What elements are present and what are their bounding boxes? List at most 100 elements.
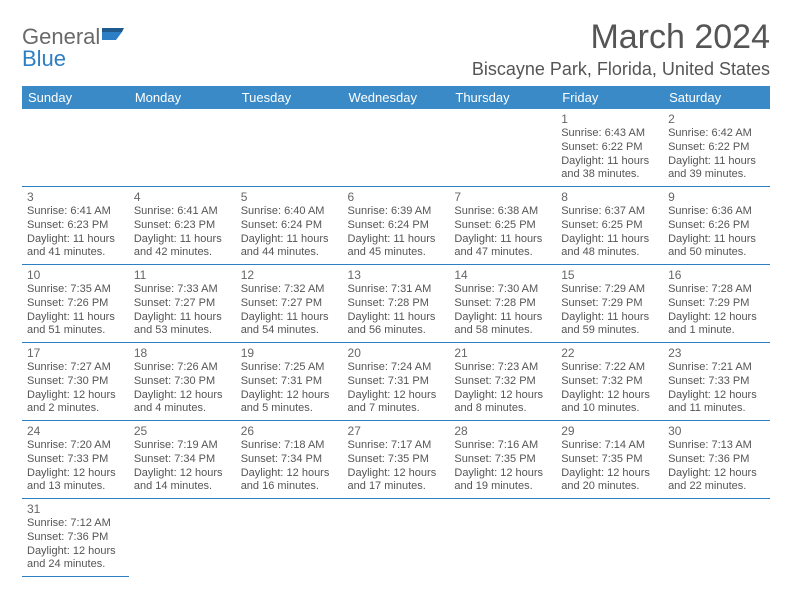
calendar-row: 24Sunrise: 7:20 AMSunset: 7:33 PMDayligh… — [22, 421, 770, 499]
empty-cell — [129, 109, 236, 187]
col-wednesday: Wednesday — [343, 86, 450, 109]
day-number: 26 — [241, 424, 338, 438]
day-cell: 29Sunrise: 7:14 AMSunset: 7:35 PMDayligh… — [556, 421, 663, 499]
day-details: Sunrise: 6:41 AMSunset: 6:23 PMDaylight:… — [27, 205, 124, 260]
day-number: 14 — [454, 268, 551, 282]
empty-cell — [556, 499, 663, 577]
empty-cell — [343, 499, 450, 577]
day-number: 25 — [134, 424, 231, 438]
day-details: Sunrise: 7:26 AMSunset: 7:30 PMDaylight:… — [134, 361, 231, 416]
day-cell: 20Sunrise: 7:24 AMSunset: 7:31 PMDayligh… — [343, 343, 450, 421]
day-number: 13 — [348, 268, 445, 282]
day-number: 9 — [668, 190, 765, 204]
day-cell: 5Sunrise: 6:40 AMSunset: 6:24 PMDaylight… — [236, 187, 343, 265]
day-details: Sunrise: 7:13 AMSunset: 7:36 PMDaylight:… — [668, 439, 765, 494]
day-number: 3 — [27, 190, 124, 204]
col-monday: Monday — [129, 86, 236, 109]
day-number: 16 — [668, 268, 765, 282]
day-details: Sunrise: 7:35 AMSunset: 7:26 PMDaylight:… — [27, 283, 124, 338]
day-number: 2 — [668, 112, 765, 126]
day-details: Sunrise: 7:12 AMSunset: 7:36 PMDaylight:… — [27, 517, 124, 572]
day-cell: 6Sunrise: 6:39 AMSunset: 6:24 PMDaylight… — [343, 187, 450, 265]
col-saturday: Saturday — [663, 86, 770, 109]
day-details: Sunrise: 7:33 AMSunset: 7:27 PMDaylight:… — [134, 283, 231, 338]
month-title: March 2024 — [472, 18, 770, 57]
calendar-header-row: Sunday Monday Tuesday Wednesday Thursday… — [22, 86, 770, 109]
day-number: 23 — [668, 346, 765, 360]
day-cell: 17Sunrise: 7:27 AMSunset: 7:30 PMDayligh… — [22, 343, 129, 421]
logo-blue: Blue — [22, 46, 66, 72]
day-details: Sunrise: 7:18 AMSunset: 7:34 PMDaylight:… — [241, 439, 338, 494]
col-tuesday: Tuesday — [236, 86, 343, 109]
calendar-row: 1Sunrise: 6:43 AMSunset: 6:22 PMDaylight… — [22, 109, 770, 187]
day-details: Sunrise: 6:40 AMSunset: 6:24 PMDaylight:… — [241, 205, 338, 260]
day-number: 4 — [134, 190, 231, 204]
calendar-body: 1Sunrise: 6:43 AMSunset: 6:22 PMDaylight… — [22, 109, 770, 577]
day-number: 10 — [27, 268, 124, 282]
day-number: 19 — [241, 346, 338, 360]
day-cell: 31Sunrise: 7:12 AMSunset: 7:36 PMDayligh… — [22, 499, 129, 577]
day-cell: 21Sunrise: 7:23 AMSunset: 7:32 PMDayligh… — [449, 343, 556, 421]
day-number: 28 — [454, 424, 551, 438]
day-cell: 23Sunrise: 7:21 AMSunset: 7:33 PMDayligh… — [663, 343, 770, 421]
calendar-table: Sunday Monday Tuesday Wednesday Thursday… — [22, 86, 770, 577]
calendar-row: 3Sunrise: 6:41 AMSunset: 6:23 PMDaylight… — [22, 187, 770, 265]
day-cell: 12Sunrise: 7:32 AMSunset: 7:27 PMDayligh… — [236, 265, 343, 343]
day-cell: 11Sunrise: 7:33 AMSunset: 7:27 PMDayligh… — [129, 265, 236, 343]
empty-cell — [22, 109, 129, 187]
day-cell: 28Sunrise: 7:16 AMSunset: 7:35 PMDayligh… — [449, 421, 556, 499]
col-thursday: Thursday — [449, 86, 556, 109]
day-number: 5 — [241, 190, 338, 204]
empty-cell — [449, 499, 556, 577]
day-details: Sunrise: 6:39 AMSunset: 6:24 PMDaylight:… — [348, 205, 445, 260]
day-cell: 3Sunrise: 6:41 AMSunset: 6:23 PMDaylight… — [22, 187, 129, 265]
header-row: General March 2024 Biscayne Park, Florid… — [22, 18, 770, 80]
day-cell: 14Sunrise: 7:30 AMSunset: 7:28 PMDayligh… — [449, 265, 556, 343]
calendar-row: 10Sunrise: 7:35 AMSunset: 7:26 PMDayligh… — [22, 265, 770, 343]
day-number: 6 — [348, 190, 445, 204]
day-cell: 10Sunrise: 7:35 AMSunset: 7:26 PMDayligh… — [22, 265, 129, 343]
day-details: Sunrise: 7:29 AMSunset: 7:29 PMDaylight:… — [561, 283, 658, 338]
day-details: Sunrise: 7:30 AMSunset: 7:28 PMDaylight:… — [454, 283, 551, 338]
day-cell: 2Sunrise: 6:42 AMSunset: 6:22 PMDaylight… — [663, 109, 770, 187]
day-details: Sunrise: 7:17 AMSunset: 7:35 PMDaylight:… — [348, 439, 445, 494]
day-cell: 7Sunrise: 6:38 AMSunset: 6:25 PMDaylight… — [449, 187, 556, 265]
day-number: 24 — [27, 424, 124, 438]
empty-cell — [663, 499, 770, 577]
calendar-row: 17Sunrise: 7:27 AMSunset: 7:30 PMDayligh… — [22, 343, 770, 421]
day-details: Sunrise: 7:31 AMSunset: 7:28 PMDaylight:… — [348, 283, 445, 338]
day-details: Sunrise: 7:28 AMSunset: 7:29 PMDaylight:… — [668, 283, 765, 338]
day-number: 1 — [561, 112, 658, 126]
day-details: Sunrise: 7:14 AMSunset: 7:35 PMDaylight:… — [561, 439, 658, 494]
day-cell: 1Sunrise: 6:43 AMSunset: 6:22 PMDaylight… — [556, 109, 663, 187]
day-number: 7 — [454, 190, 551, 204]
day-details: Sunrise: 7:25 AMSunset: 7:31 PMDaylight:… — [241, 361, 338, 416]
day-details: Sunrise: 7:20 AMSunset: 7:33 PMDaylight:… — [27, 439, 124, 494]
day-number: 20 — [348, 346, 445, 360]
day-number: 21 — [454, 346, 551, 360]
day-cell: 30Sunrise: 7:13 AMSunset: 7:36 PMDayligh… — [663, 421, 770, 499]
day-number: 17 — [27, 346, 124, 360]
day-details: Sunrise: 6:36 AMSunset: 6:26 PMDaylight:… — [668, 205, 765, 260]
title-block: March 2024 Biscayne Park, Florida, Unite… — [472, 18, 770, 80]
day-details: Sunrise: 7:16 AMSunset: 7:35 PMDaylight:… — [454, 439, 551, 494]
day-number: 29 — [561, 424, 658, 438]
empty-cell — [449, 109, 556, 187]
empty-cell — [343, 109, 450, 187]
day-cell: 15Sunrise: 7:29 AMSunset: 7:29 PMDayligh… — [556, 265, 663, 343]
day-cell: 26Sunrise: 7:18 AMSunset: 7:34 PMDayligh… — [236, 421, 343, 499]
calendar-row: 31Sunrise: 7:12 AMSunset: 7:36 PMDayligh… — [22, 499, 770, 577]
empty-cell — [129, 499, 236, 577]
day-cell: 18Sunrise: 7:26 AMSunset: 7:30 PMDayligh… — [129, 343, 236, 421]
day-number: 18 — [134, 346, 231, 360]
day-details: Sunrise: 7:24 AMSunset: 7:31 PMDaylight:… — [348, 361, 445, 416]
location: Biscayne Park, Florida, United States — [472, 59, 770, 80]
day-cell: 27Sunrise: 7:17 AMSunset: 7:35 PMDayligh… — [343, 421, 450, 499]
day-cell: 8Sunrise: 6:37 AMSunset: 6:25 PMDaylight… — [556, 187, 663, 265]
col-friday: Friday — [556, 86, 663, 109]
day-cell: 24Sunrise: 7:20 AMSunset: 7:33 PMDayligh… — [22, 421, 129, 499]
col-sunday: Sunday — [22, 86, 129, 109]
day-details: Sunrise: 7:22 AMSunset: 7:32 PMDaylight:… — [561, 361, 658, 416]
day-details: Sunrise: 6:38 AMSunset: 6:25 PMDaylight:… — [454, 205, 551, 260]
logo-flag-icon — [102, 28, 130, 46]
